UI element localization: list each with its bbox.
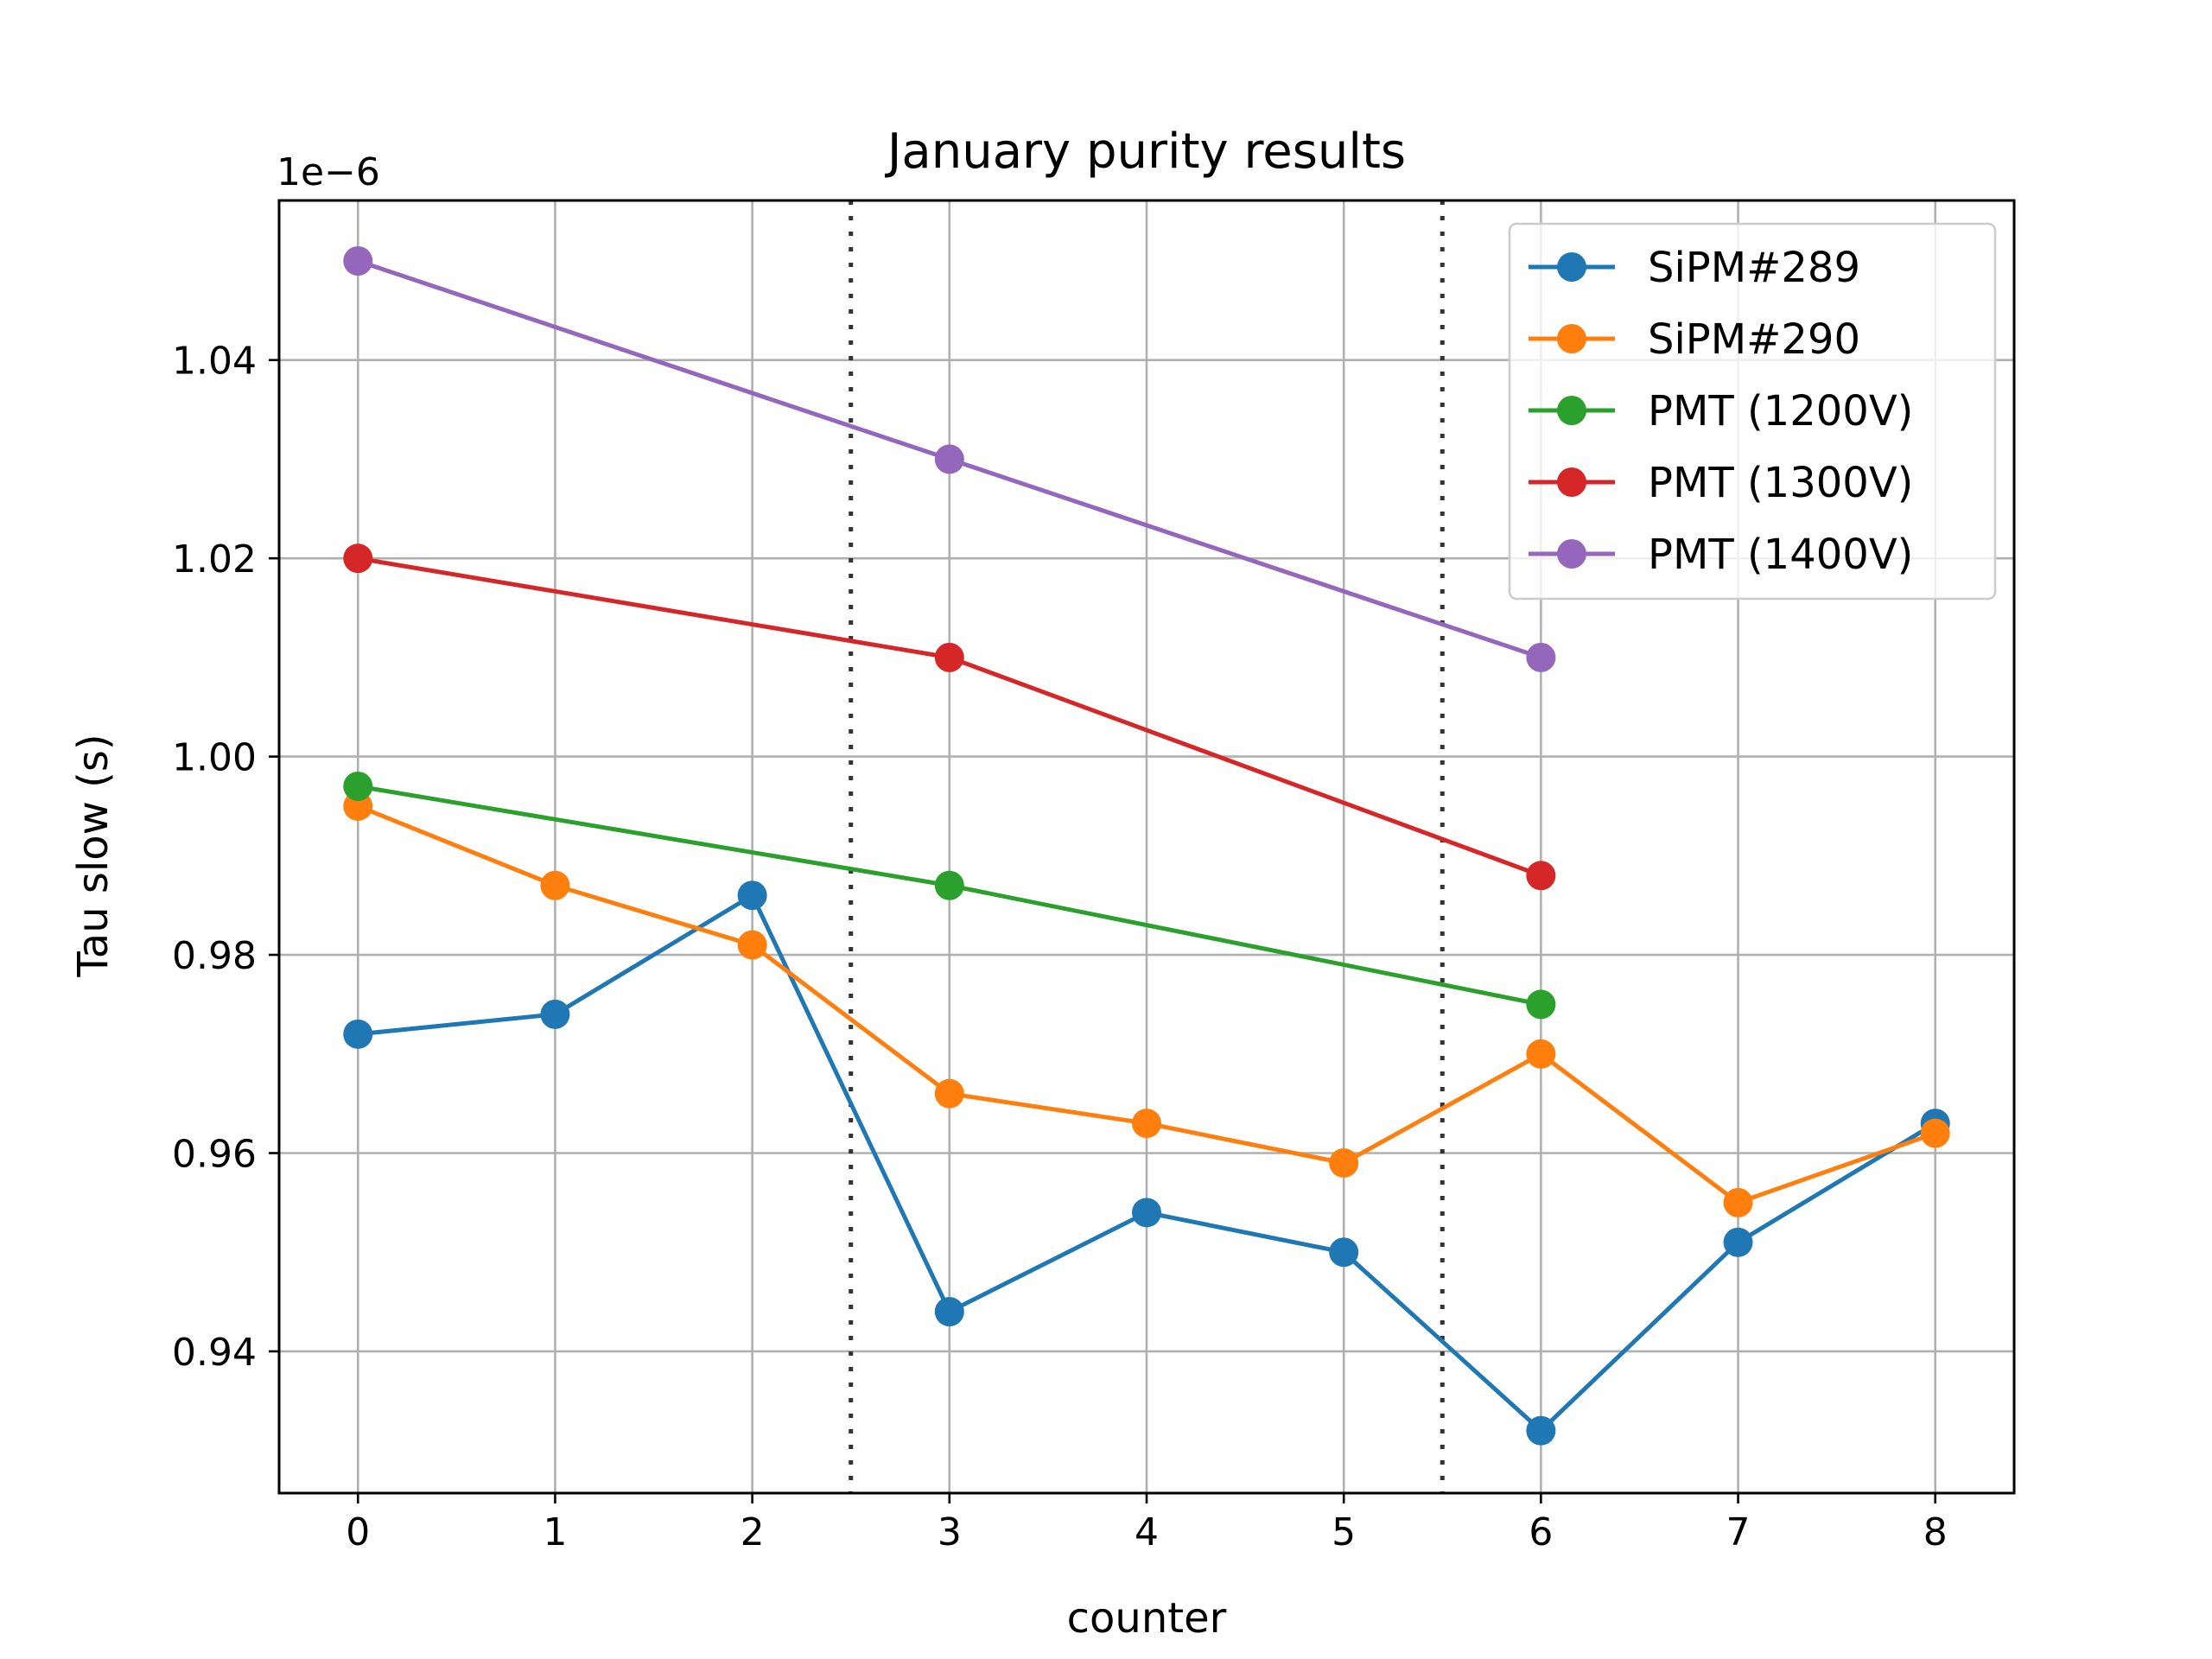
legend-marker <box>1557 252 1586 282</box>
data-point <box>343 245 373 276</box>
y-tick-label: 0.98 <box>172 934 257 978</box>
data-point <box>343 1019 373 1049</box>
data-point <box>1132 1109 1161 1139</box>
x-axis-label: counter <box>1067 1594 1227 1643</box>
data-point <box>1526 989 1556 1020</box>
data-point <box>934 1078 964 1109</box>
x-tick-label: 6 <box>1529 1510 1553 1554</box>
chart-title: January purity results <box>885 124 1406 180</box>
legend-label: SiPM#290 <box>1648 315 1860 364</box>
data-point <box>343 772 373 802</box>
x-tick-label: 5 <box>1332 1510 1356 1554</box>
legend-label: SiPM#289 <box>1648 244 1860 292</box>
data-point <box>1132 1198 1161 1228</box>
x-tick-label: 1 <box>543 1510 567 1554</box>
legend-marker <box>1557 467 1586 497</box>
data-point <box>540 999 570 1029</box>
data-point <box>540 870 570 900</box>
y-axis-offset-label: 1e−6 <box>276 150 380 194</box>
y-tick-label: 1.00 <box>172 736 257 780</box>
data-point <box>1526 1039 1556 1069</box>
y-tick-label: 0.94 <box>172 1331 257 1375</box>
series-layer <box>343 245 1950 1446</box>
x-tick-label: 0 <box>346 1510 370 1554</box>
series-4 <box>343 245 1556 672</box>
data-point <box>1723 1187 1753 1217</box>
legend-marker <box>1557 396 1586 425</box>
data-point <box>1526 642 1556 672</box>
legend-label: PMT (1300V) <box>1648 459 1913 507</box>
legend: SiPM#289 SiPM#290 PMT (1200V) PMT (1300V) PM… <box>1508 222 1997 601</box>
data-point <box>1329 1147 1359 1178</box>
data-point <box>934 870 964 900</box>
data-point <box>343 543 373 574</box>
legend-marker <box>1557 324 1586 353</box>
data-point <box>1723 1227 1753 1257</box>
legend-label: PMT (1200V) <box>1648 387 1913 435</box>
y-tick-label: 1.04 <box>172 340 257 384</box>
y-axis-label: Tau slow (s) <box>69 734 118 977</box>
series-2 <box>343 772 1556 1020</box>
tick-layer: 0 1 2 3 4 5 6 7 8 0.94 0.96 0.98 1.00 1.02 1.04 <box>172 340 1948 1554</box>
data-point <box>1920 1118 1950 1148</box>
x-tick-label: 3 <box>938 1510 962 1554</box>
data-point <box>1526 861 1556 891</box>
x-tick-label: 8 <box>1923 1510 1948 1554</box>
data-point <box>1329 1237 1359 1268</box>
y-tick-label: 0.96 <box>172 1132 257 1176</box>
data-point <box>934 642 964 672</box>
legend-label: PMT (1400V) <box>1648 531 1913 579</box>
data-point <box>737 880 767 911</box>
vertical-lines <box>849 200 1445 1493</box>
legend-marker <box>1557 539 1586 569</box>
x-tick-label: 7 <box>1726 1510 1751 1554</box>
y-tick-label: 1.02 <box>172 537 257 582</box>
x-tick-label: 4 <box>1135 1510 1159 1554</box>
x-tick-label: 2 <box>741 1510 765 1554</box>
data-point <box>737 930 767 960</box>
data-point <box>934 444 964 474</box>
data-point <box>934 1297 964 1327</box>
series-3 <box>343 543 1556 891</box>
data-point <box>1526 1415 1556 1446</box>
legend-box <box>1508 222 1997 601</box>
